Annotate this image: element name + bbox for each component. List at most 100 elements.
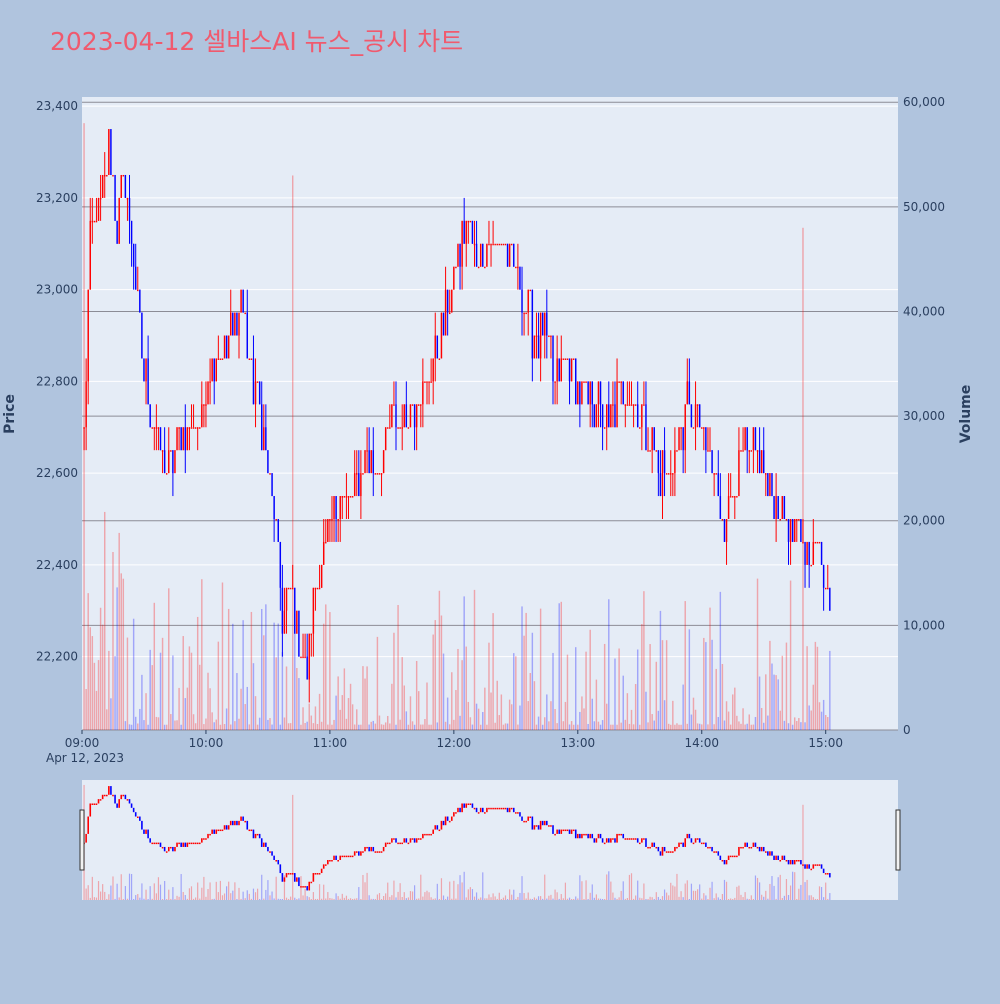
volume-bar: [370, 721, 372, 730]
volume-bar: [560, 601, 562, 730]
volume-bar: [453, 719, 455, 730]
candle-body: [645, 404, 647, 451]
candle-body: [750, 450, 753, 452]
mini-volume-bar: [401, 897, 403, 900]
candle-body: [618, 381, 620, 383]
mini-candle: [680, 842, 682, 845]
mini-candle: [136, 816, 139, 819]
volume-bar: [589, 629, 591, 730]
volume-bar: [713, 724, 715, 730]
mini-volume-bar: [337, 896, 339, 900]
candle-body: [114, 174, 116, 221]
candle-body: [820, 541, 823, 565]
volume-bar: [440, 615, 443, 730]
mini-candle: [368, 846, 370, 852]
mini-volume-bar: [825, 882, 827, 900]
candle-body: [544, 312, 546, 336]
mini-volume-bar: [529, 898, 531, 900]
mini-volume-bar: [525, 898, 527, 900]
range-slider-left-handle[interactable]: [79, 809, 85, 871]
mini-candle: [258, 833, 261, 839]
mini-candle: [477, 812, 480, 814]
volume-bar: [595, 679, 598, 730]
mini-volume-bar: [205, 896, 207, 900]
mini-candle: [731, 855, 734, 858]
volume-bar: [339, 709, 341, 730]
mini-candle: [469, 803, 472, 805]
mini-volume-bar: [544, 874, 546, 900]
candle-body: [349, 496, 352, 498]
mini-candle: [186, 842, 189, 847]
candle-body: [616, 381, 618, 428]
volume-bar: [599, 724, 602, 730]
mini-volume-bar: [182, 891, 184, 900]
mini-volume-bar: [777, 877, 779, 900]
mini-candle: [384, 842, 387, 847]
volume-bar: [211, 712, 213, 730]
volume-bar: [725, 701, 728, 730]
mini-candle: [798, 860, 800, 862]
volume-bar: [139, 708, 141, 730]
candle-body: [106, 174, 108, 177]
mini-volume-bar: [713, 898, 715, 900]
mini-volume-bar: [626, 897, 628, 900]
volume-bar: [537, 716, 540, 730]
candle-body: [207, 381, 209, 405]
mini-candle: [287, 873, 290, 875]
mini-candle: [393, 838, 395, 840]
mini-candle: [426, 833, 428, 836]
mini-volume-bar: [546, 898, 548, 900]
volume-bar: [583, 708, 585, 730]
candle-body: [325, 541, 327, 544]
range-slider-right-handle[interactable]: [895, 809, 901, 871]
candle-body: [298, 610, 300, 657]
candle-body: [806, 541, 808, 565]
candle-body: [696, 404, 699, 406]
mini-volume-bar: [686, 880, 688, 900]
mini-volume-bar: [829, 893, 831, 900]
candle-body: [748, 450, 750, 452]
volume-bar: [608, 599, 610, 730]
volume-bar: [715, 668, 717, 730]
volume-bar: [298, 678, 300, 730]
mini-volume-bar: [571, 899, 573, 900]
mini-candle: [145, 829, 147, 834]
volume-bar: [517, 724, 519, 730]
volume-tick-label: 10,000: [903, 618, 945, 632]
candle-body: [762, 450, 765, 474]
mini-candle: [147, 829, 149, 839]
volume-bar: [603, 643, 606, 730]
volume-bar: [415, 660, 418, 730]
candle-body: [219, 358, 222, 360]
mini-volume-bar: [785, 879, 788, 900]
candle-body: [322, 541, 325, 565]
candle-body: [174, 450, 176, 474]
mini-candle: [496, 807, 499, 810]
mini-candle: [265, 842, 267, 847]
mini-volume-bar: [366, 872, 368, 900]
candle-body: [380, 473, 383, 475]
mini-candle: [364, 846, 366, 852]
volume-bars: [83, 123, 831, 730]
candle-body: [760, 450, 763, 474]
candle-body: [194, 427, 197, 429]
candle-body: [308, 633, 310, 680]
mini-candle: [267, 846, 269, 852]
mini-candle: [800, 860, 802, 865]
mini-volume-bar: [663, 889, 666, 900]
volume-bar: [289, 723, 292, 730]
candle-body: [752, 427, 755, 451]
mini-candle: [234, 820, 236, 826]
mini-volume-bar: [736, 886, 738, 900]
mini-volume-bar: [552, 898, 554, 900]
candle-body: [670, 473, 672, 475]
x-tick-label: 11:00: [313, 736, 348, 750]
volume-bar: [225, 708, 228, 730]
mini-candle: [597, 833, 600, 839]
volume-bar: [614, 658, 616, 730]
candle-body: [672, 473, 674, 475]
volume-bar: [438, 590, 441, 730]
candle-body: [448, 312, 451, 315]
mini-volume-bar: [271, 891, 273, 900]
